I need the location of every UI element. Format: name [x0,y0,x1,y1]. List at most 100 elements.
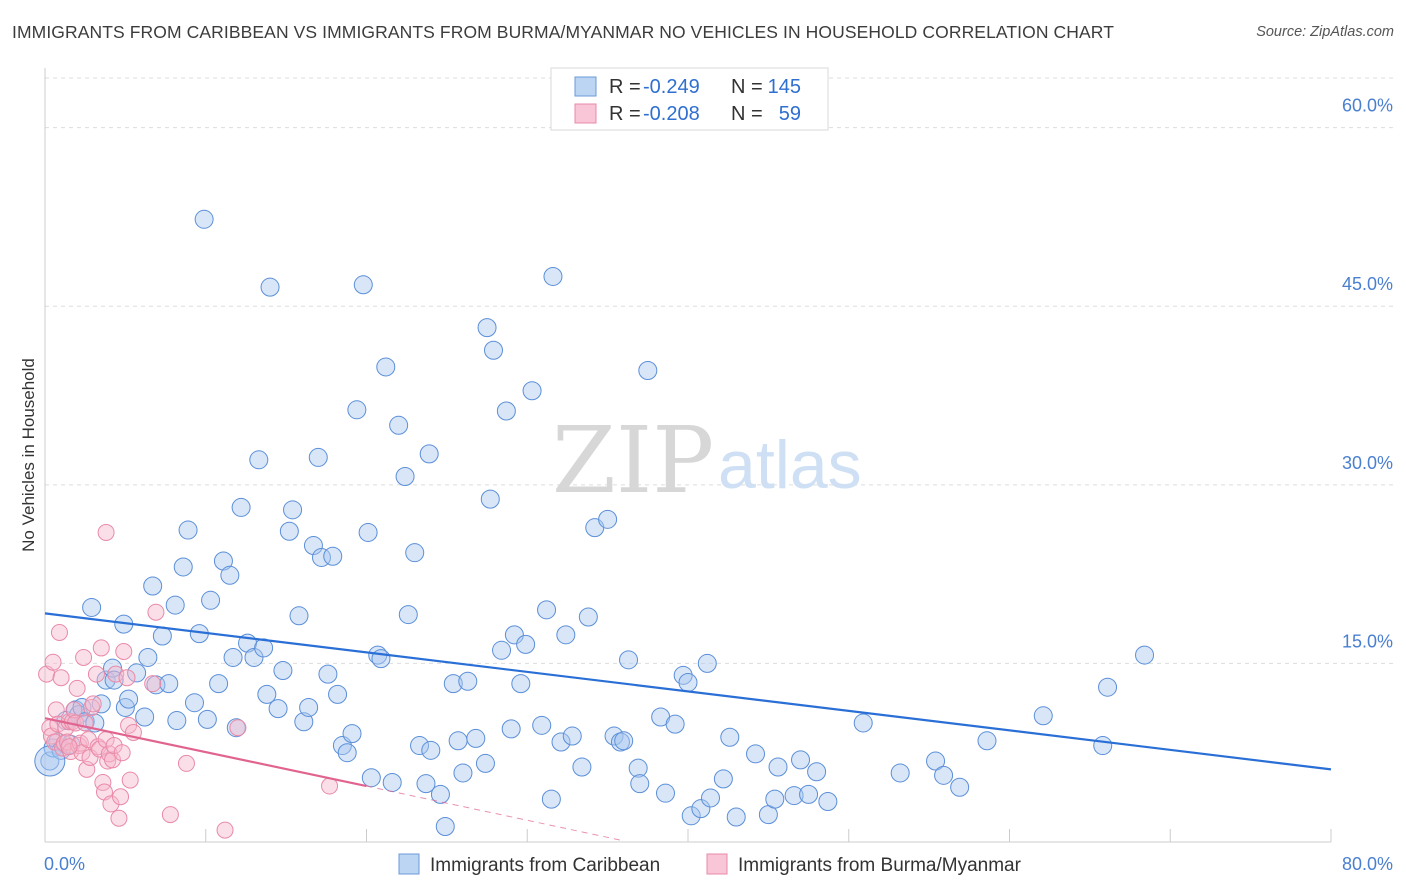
legend: R = -0.249 N = 145 R = -0.208 N = 59 [550,67,829,131]
data-point [194,209,214,229]
data-point [522,381,542,401]
data-point [701,788,721,808]
data-point [410,736,430,756]
data-point [361,768,381,788]
data-point [65,701,83,719]
data-point [934,765,954,785]
data-point [104,670,124,690]
legend-r-value-2: -0.208 [643,103,700,125]
legend-r-value-1: -0.249 [643,76,700,98]
data-point [430,784,450,804]
data-point [768,757,788,777]
data-point [178,520,198,540]
data-point [113,744,131,762]
legend-r-label-1: R = [609,76,641,98]
bottom-legend-swatch-caribbean [398,853,420,875]
data-point [91,740,109,758]
data-point [541,789,561,809]
data-point [173,557,193,577]
data-point [358,522,378,542]
legend-swatch-burma [574,103,597,124]
data-point [110,809,128,827]
data-point [1093,736,1113,756]
data-point [681,806,701,826]
x-tick-label-max: 80.0% [1342,854,1393,874]
data-point [47,701,65,719]
y-tick-labels: 15.0% 30.0% 45.0% 60.0% [1342,96,1393,652]
data-point [92,639,110,657]
bottom-legend: Immigrants from Caribbean Immigrants fro… [398,853,1022,876]
y-axis-label: No Vehicles in Household [19,358,38,552]
data-point [201,590,221,610]
data-point [294,712,314,732]
data-point [283,500,303,520]
data-point [746,744,766,764]
data-point [353,275,373,295]
data-point [496,401,516,421]
data-point [448,731,468,751]
data-point [102,795,120,813]
legend-r-label-2: R = [609,103,641,125]
data-point [159,674,179,694]
data-point [308,447,328,467]
data-point [84,695,102,713]
data-point [458,671,478,691]
data-point [152,626,172,646]
watermark-zip: ZIP [552,407,714,514]
data-point [213,551,233,571]
x-axis-ticks [205,829,1332,842]
y-tick-label: 60.0% [1342,96,1393,116]
data-point [184,693,204,713]
chart-title: IMMIGRANTS FROM CARIBBEAN VS IMMIGRANTS … [12,22,1115,42]
data-point [950,777,970,797]
data-point [229,719,247,737]
data-point [818,792,838,812]
data-point [177,754,195,772]
data-point [96,670,116,690]
data-point [630,774,650,794]
data-point [453,763,473,783]
legend-box [550,67,829,131]
data-point [977,731,997,751]
data-point [551,732,571,752]
data-point [147,603,165,621]
data-point [1033,706,1053,726]
data-point [82,597,102,617]
data-point [501,719,521,739]
series-caribbean [34,209,1155,837]
data-point [79,731,97,749]
data-point [1098,677,1118,697]
trendline-burma [44,717,367,788]
watermark-atlas: atlas [718,427,862,503]
data-point [337,743,357,763]
data-point [97,523,115,541]
data-point [614,731,634,751]
bottom-legend-label-caribbean: Immigrants from Caribbean [430,855,660,876]
series-burma [38,523,339,839]
data-point [543,266,563,286]
data-point [720,727,740,747]
data-point [477,318,497,338]
data-point [799,784,819,804]
data-point [127,663,147,683]
data-point [289,606,309,626]
data-point [382,772,402,792]
watermark: ZIP atlas [552,407,862,514]
data-point [890,763,910,783]
data-point [853,713,873,733]
data-point [504,625,524,645]
data-point [119,689,139,709]
data-point [68,679,86,697]
y-tick-label: 45.0% [1342,274,1393,294]
bottom-legend-swatch-burma [706,853,728,875]
data-point [556,625,576,645]
data-point [678,672,698,692]
data-point [726,807,746,827]
data-point [480,489,500,509]
data-point [161,806,179,824]
data-point [466,728,486,748]
data-point [516,634,536,654]
data-point [784,786,804,806]
data-point [121,771,139,789]
